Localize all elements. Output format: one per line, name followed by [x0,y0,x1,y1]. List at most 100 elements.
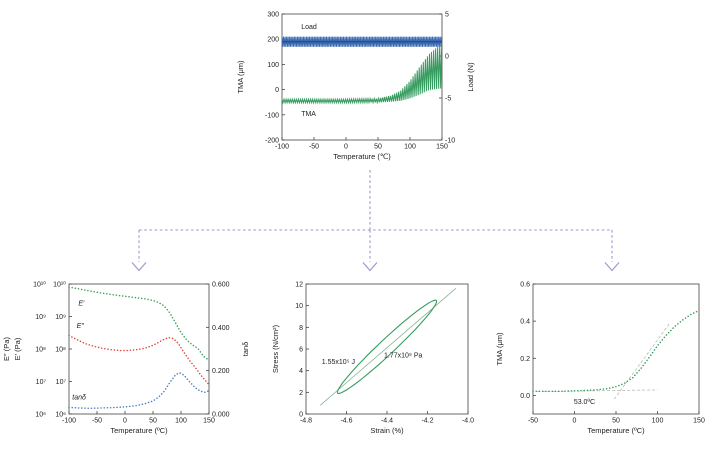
svg-text:-100: -100 [275,144,289,151]
svg-text:0.400: 0.400 [212,325,230,332]
series-E-prime [68,286,210,362]
svg-text:-100: -100 [62,418,76,425]
svg-text:50: 50 [612,418,620,425]
svg-text:10: 10 [295,303,303,310]
series-modulus-line [319,288,457,406]
dma-moduli-vs-temperature-svg: -100 -50 0 50 100 150 Temperature (ºC) 10⁶ 10⁶ 10… [2,281,250,436]
svg-text:-100: -100 [265,112,279,119]
svg-text:0: 0 [123,418,127,425]
svg-text:4: 4 [299,368,303,375]
series-group [532,309,700,400]
svg-text:-4.2: -4.2 [421,418,433,425]
svg-text:100: 100 [175,418,187,425]
svg-text:200: 200 [267,37,279,44]
svg-text:-200: -200 [265,138,279,145]
plot-labels: 53.0ºC [574,399,595,406]
series-group [319,288,457,406]
x-axis-label: Strain (%) [370,426,404,435]
plot-label: 1.55x10⁵ J [322,359,355,366]
svg-text:50: 50 [149,418,157,425]
svg-text:150: 150 [436,144,448,151]
svg-text:0: 0 [299,412,303,419]
svg-text:5: 5 [445,12,449,19]
svg-text:6: 6 [299,347,303,354]
axes: -50 0 50 100 150 Temperature (ºC) 0.0 0.2 0.4 0.6… [495,282,705,436]
axes: -4.8 -4.6 -4.4 -4.2 -4.0 Strain (%) 0 2 4 6 8 10 12 S… [271,282,474,436]
arrowhead-down-right-icon [604,262,620,272]
svg-text:-4.0: -4.0 [462,418,474,425]
y-axis-label-left: Stress (N/cm²) [271,324,280,373]
y-axis-label-right: Load (N) [466,62,475,92]
x-axis-label: Temperature (ºC) [110,426,168,435]
plot-frame [68,283,210,415]
svg-text:0.6: 0.6 [520,282,530,289]
y-axis-label-left: E′ (Pa) [13,337,22,360]
svg-text:10⁹: 10⁹ [55,314,66,321]
plot-label: Load [301,24,317,31]
svg-text:0.2: 0.2 [520,356,530,363]
svg-text:10¹⁰: 10¹⁰ [53,281,66,289]
svg-text:150: 150 [693,418,705,425]
plot-label: tanδ [72,394,86,401]
series-TMA [281,43,443,105]
plot-labels: E′ E″ tanδ [72,300,86,401]
arrowhead-down-middle-icon [362,262,378,272]
svg-text:-4.8: -4.8 [300,418,312,425]
series-TMA [532,309,700,393]
plot-label: TMA [301,111,316,118]
x-axis-label: Temperature (℃) [333,152,391,161]
plot-frame [281,13,443,141]
svg-text:0.4: 0.4 [520,319,530,326]
series-Load [281,36,443,47]
svg-text:300: 300 [267,12,279,19]
svg-text:150: 150 [203,418,215,425]
tma-displacement-vs-temperature-svg: -50 0 50 100 150 Temperature (ºC) 0.0 0.2 0.4 0.6… [495,282,705,436]
plot-label: 1.77x10⁹ Pa [384,353,423,360]
y-axis-label-right: tanδ [241,342,250,357]
svg-text:0: 0 [275,87,279,94]
svg-text:12: 12 [295,282,303,289]
svg-text:10⁹: 10⁹ [35,314,46,321]
plot-label: E′ [78,300,85,307]
svg-text:0.600: 0.600 [212,282,230,289]
svg-text:10⁶: 10⁶ [35,412,46,419]
plot-labels: 1.55x10⁵ J 1.77x10⁹ Pa [322,353,423,367]
svg-text:0: 0 [344,144,348,151]
series-rise-tangent [614,322,671,400]
series-group [68,286,210,409]
svg-text:-50: -50 [309,144,319,151]
svg-text:100: 100 [652,418,664,425]
svg-text:10¹⁰: 10¹⁰ [33,281,46,289]
svg-text:0.000: 0.000 [212,412,230,419]
stress-strain-hysteresis-loop-svg: -4.8 -4.6 -4.4 -4.2 -4.0 Strain (%) 0 2 4 6 8 10 12 S… [271,282,474,436]
plot-frame [305,283,469,415]
svg-text:10⁷: 10⁷ [56,379,67,386]
chart-tma-displacement: -50 0 50 100 150 Temperature (ºC) 0.0 0.2 0.4 0.6… [489,274,713,458]
svg-text:-5: -5 [445,96,451,103]
svg-text:2: 2 [299,390,303,397]
series-E-double-prime [68,334,210,386]
svg-text:0: 0 [445,54,449,61]
series-hysteresis-loop [336,299,438,394]
svg-text:50: 50 [374,144,382,151]
series-group [281,36,443,105]
svg-text:100: 100 [267,62,279,69]
svg-text:0: 0 [573,418,577,425]
x-axis-label: Temperature (ºC) [587,426,645,435]
arrowhead-down-left-icon [131,262,147,272]
svg-text:-10: -10 [445,138,455,145]
chart-dma-moduli: -100 -50 0 50 100 150 Temperature (ºC) 10⁶ 10⁶ 10… [2,274,261,458]
svg-text:10⁶: 10⁶ [55,412,66,419]
svg-text:8: 8 [299,325,303,332]
y-axis-label-left: TMA (μm) [495,332,504,366]
svg-text:100: 100 [404,144,416,151]
series-baseline-tangent [537,389,658,393]
svg-text:10⁸: 10⁸ [55,347,66,354]
plot-label: E″ [77,323,85,330]
chart-tma-load-vs-temperature: -100 -50 0 50 100 150 Temperature (℃) -200 -100 0… [230,4,485,184]
svg-text:-50: -50 [528,418,538,425]
svg-text:-50: -50 [92,418,102,425]
